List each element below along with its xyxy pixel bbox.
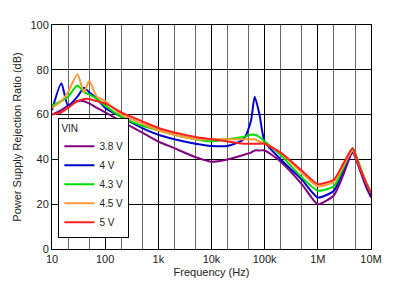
svg-text:100k: 100k	[253, 253, 277, 265]
svg-text:20: 20	[37, 198, 49, 210]
svg-text:10k: 10k	[203, 253, 221, 265]
svg-text:4 V: 4 V	[99, 160, 114, 171]
svg-text:Power Supply Rejection Ratio (: Power Supply Rejection Ratio (dB)	[11, 52, 23, 221]
svg-text:4.5 V: 4.5 V	[99, 198, 123, 209]
svg-text:Frequency (Hz): Frequency (Hz)	[174, 266, 250, 278]
svg-text:1k: 1k	[153, 253, 165, 265]
svg-text:40: 40	[37, 153, 49, 165]
svg-text:3.8 V: 3.8 V	[99, 141, 123, 152]
svg-text:4.3 V: 4.3 V	[99, 179, 123, 190]
svg-text:0: 0	[43, 243, 49, 255]
svg-text:100: 100	[30, 19, 48, 31]
svg-text:100: 100	[96, 253, 114, 265]
svg-text:5 V: 5 V	[99, 217, 114, 228]
svg-text:60: 60	[37, 108, 49, 120]
svg-text:VIN: VIN	[61, 123, 78, 134]
svg-text:1M: 1M	[310, 253, 325, 265]
svg-text:80: 80	[37, 64, 49, 76]
svg-text:10M: 10M	[360, 253, 381, 265]
svg-text:10: 10	[46, 253, 58, 265]
